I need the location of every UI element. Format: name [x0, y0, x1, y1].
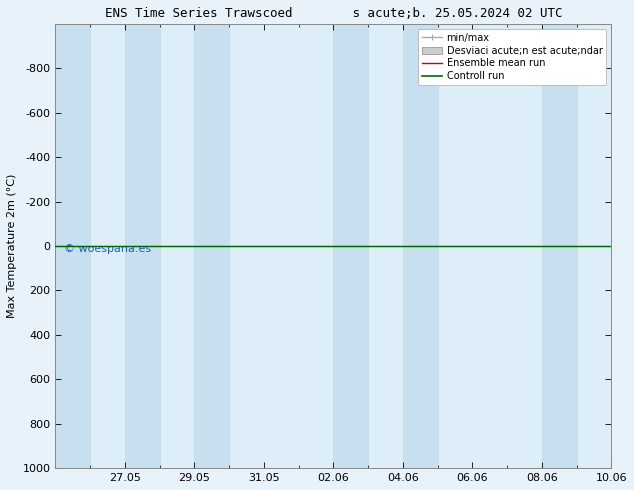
Bar [403, 24, 437, 468]
Bar [333, 24, 368, 468]
Title: ENS Time Series Trawscoed        s acute;b. 25.05.2024 02 UTC: ENS Time Series Trawscoed s acute;b. 25.… [105, 7, 562, 20]
Bar [195, 24, 229, 468]
Legend: min/max, Desviaci acute;n est acute;ndar, Ensemble mean run, Controll run: min/max, Desviaci acute;n est acute;ndar… [418, 29, 606, 85]
Y-axis label: Max Temperature 2m (°C): Max Temperature 2m (°C) [7, 174, 17, 318]
Text: © woespana.es: © woespana.es [63, 244, 151, 254]
Bar [542, 24, 576, 468]
Bar [125, 24, 160, 468]
Bar [55, 24, 90, 468]
